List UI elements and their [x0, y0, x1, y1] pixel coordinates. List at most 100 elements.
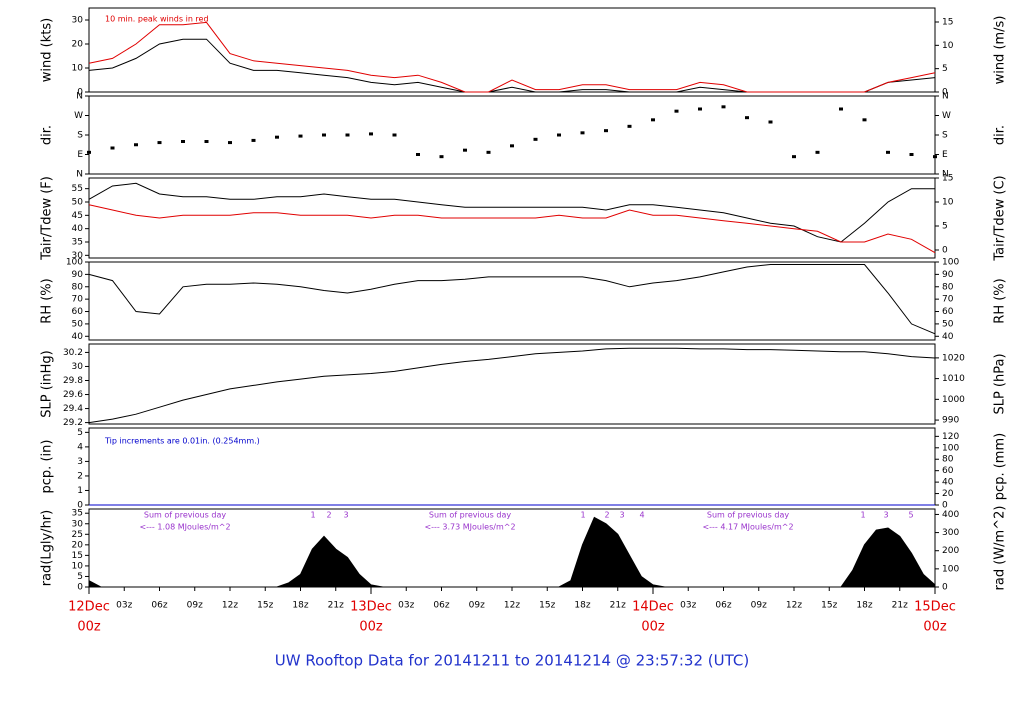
y-tick-label: N — [76, 170, 83, 180]
x-tick-label: 21z — [328, 601, 344, 611]
annotation: <--- 4.17 MJoules/m^2 — [702, 523, 793, 532]
dir-point — [580, 131, 585, 135]
y-tick-label: 40 — [72, 332, 84, 342]
dir-point — [345, 133, 350, 137]
y-axis-label: SLP (inHg) — [40, 350, 55, 418]
series-line — [88, 204, 936, 254]
y-tick-label: 30 — [72, 251, 84, 261]
x-tick-label: 06z — [715, 601, 731, 611]
series-line — [88, 21, 936, 93]
y2-tick-label: 10 — [942, 197, 954, 207]
y2-tick-label: 300 — [942, 528, 959, 538]
panel-frame — [88, 95, 936, 175]
y2-tick-label: 0 — [942, 583, 948, 593]
dir-point — [745, 116, 749, 120]
dir-point — [651, 118, 655, 122]
dir-point — [815, 150, 820, 154]
y-tick-label: 29.2 — [63, 418, 83, 428]
dir-point — [933, 155, 937, 159]
x-tick-label: 18z — [856, 601, 872, 611]
day-label: 14Dec — [632, 600, 674, 615]
x-tick-label: 21z — [610, 601, 626, 611]
y2-axis-label: Tair/Tdew (C) — [993, 175, 1008, 261]
y2-tick-label: 80 — [942, 282, 954, 292]
annotation: <--- 1.08 MJoules/m^2 — [139, 523, 230, 532]
day-sublabel: 00z — [359, 620, 383, 635]
x-tick-label: 06z — [151, 601, 167, 611]
dir-point — [909, 153, 914, 156]
x-tick-label: 18z — [292, 601, 308, 611]
annotation: <--- 3.73 MJoules/m^2 — [424, 523, 515, 532]
rad-area — [88, 516, 936, 588]
x-tick-label: 06z — [433, 601, 449, 611]
y-tick-label: 2 — [77, 471, 83, 481]
y-tick-label: 5 — [77, 572, 83, 582]
y-tick-label: 0 — [77, 88, 83, 98]
y-tick-label: E — [77, 150, 83, 160]
x-tick-label: 12z — [504, 601, 520, 611]
annotation: 3 — [343, 511, 348, 520]
dir-point — [110, 146, 115, 150]
y-tick-label: 30.2 — [63, 348, 83, 358]
dir-point — [251, 138, 256, 142]
dir-point — [792, 155, 796, 159]
y-tick-label: N — [76, 92, 83, 102]
annotation: 3 — [883, 511, 888, 520]
annotation: 4 — [639, 511, 644, 520]
dir-point — [839, 107, 843, 111]
y2-tick-label: 60 — [942, 307, 954, 317]
y-tick-label: 0 — [77, 501, 83, 511]
dir-point — [439, 155, 444, 159]
y-tick-label: 30 — [72, 16, 84, 26]
x-tick-label: 03z — [398, 601, 414, 611]
series-line — [88, 38, 936, 93]
page-title: UW Rooftop Data for 20141211 to 20141214… — [275, 652, 749, 670]
y2-tick-label: 20 — [942, 489, 954, 499]
y-tick-label: 5 — [77, 428, 83, 438]
x-tick-label: 09z — [469, 601, 485, 611]
dir-point — [698, 107, 702, 111]
y2-tick-label: 15 — [942, 174, 953, 184]
y-axis-label: wind (kts) — [40, 18, 55, 82]
dir-point — [627, 124, 632, 128]
y-tick-label: 15 — [72, 551, 83, 561]
dir-point — [416, 153, 420, 156]
annotation: 1 — [580, 511, 585, 520]
y2-tick-label: 15 — [942, 18, 953, 28]
y-tick-label: 50 — [72, 319, 84, 329]
y2-tick-label: 100 — [942, 564, 959, 574]
y2-tick-label: N — [942, 92, 949, 102]
dir-point — [322, 133, 326, 137]
dir-point — [557, 133, 561, 137]
y2-tick-label: 40 — [942, 332, 954, 342]
dir-point — [228, 141, 232, 145]
y2-tick-label: W — [942, 111, 951, 121]
y2-axis-label: RH (%) — [993, 278, 1008, 323]
y2-tick-label: 80 — [942, 455, 954, 465]
y2-tick-label: 1010 — [942, 374, 965, 384]
annotation: 2 — [326, 511, 331, 520]
x-tick-label: 15z — [539, 601, 555, 611]
dir-point — [87, 150, 91, 154]
y-tick-label: 4 — [77, 442, 83, 452]
y2-tick-label: 120 — [942, 432, 959, 442]
y2-tick-label: 5 — [942, 221, 948, 231]
day-sublabel: 00z — [641, 620, 665, 635]
y2-axis-label: dir. — [993, 125, 1008, 145]
dir-point — [768, 120, 773, 124]
y-tick-label: 10 — [72, 561, 84, 571]
day-sublabel: 00z — [77, 620, 101, 635]
dir-point — [392, 133, 397, 137]
y-tick-label: 55 — [72, 184, 83, 194]
dir-point — [369, 132, 373, 136]
y2-axis-label: rad (W/m^2) — [993, 506, 1008, 591]
x-tick-label: 15z — [257, 601, 273, 611]
annotation: 2 — [604, 511, 609, 520]
dir-point — [134, 143, 138, 147]
panel-frame — [88, 508, 936, 588]
y2-tick-label: 40 — [942, 478, 954, 488]
dir-point — [510, 144, 514, 148]
dir-point — [886, 150, 890, 154]
y2-tick-label: 70 — [942, 295, 954, 305]
annotation: 3 — [619, 511, 624, 520]
